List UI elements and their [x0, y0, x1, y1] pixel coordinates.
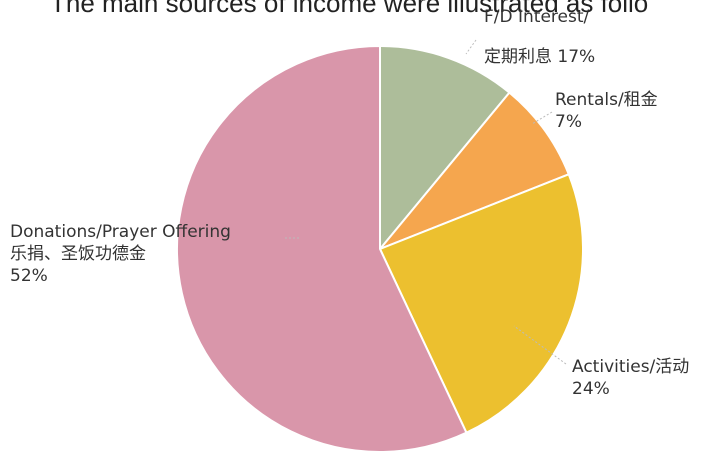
slice-label-3: Donations/Prayer Offering 乐捐、圣饭功德金 52% [10, 222, 231, 286]
slice-label-line: Rentals/租金 [555, 90, 658, 110]
slice-label-0: F/D Interest/定期利息 17% [484, 7, 595, 67]
chart-heading: The main sources of income were illustra… [50, 0, 649, 18]
label-leader-2 [513, 325, 567, 365]
slice-label-line: 乐捐、圣饭功德金 [10, 244, 146, 264]
slice-label-line: 定期利息 17% [484, 47, 595, 67]
pie-slices [176, 44, 584, 453]
label-leaders [285, 39, 567, 365]
pie-slice-3 [176, 44, 468, 453]
pie-slice-1 [379, 91, 571, 250]
pie-slice-2 [378, 172, 584, 435]
slice-label-2: Activities/活动 24% [572, 357, 689, 399]
slice-label-line: Donations/Prayer Offering [10, 222, 231, 242]
slice-label-1: Rentals/租金 7% [555, 90, 658, 132]
slice-label-line: 24% [572, 379, 610, 399]
slice-label-line: Activities/活动 [572, 357, 689, 377]
slice-label-line: F/D Interest/ [484, 7, 590, 27]
slice-labels: F/D Interest/定期利息 17% Rentals/租金 7% Activit… [10, 7, 689, 399]
slice-label-line: 52% [10, 266, 48, 286]
slice-label-line: 7% [555, 112, 582, 132]
label-leader-0 [465, 39, 477, 55]
pie-slice-0 [379, 44, 511, 252]
